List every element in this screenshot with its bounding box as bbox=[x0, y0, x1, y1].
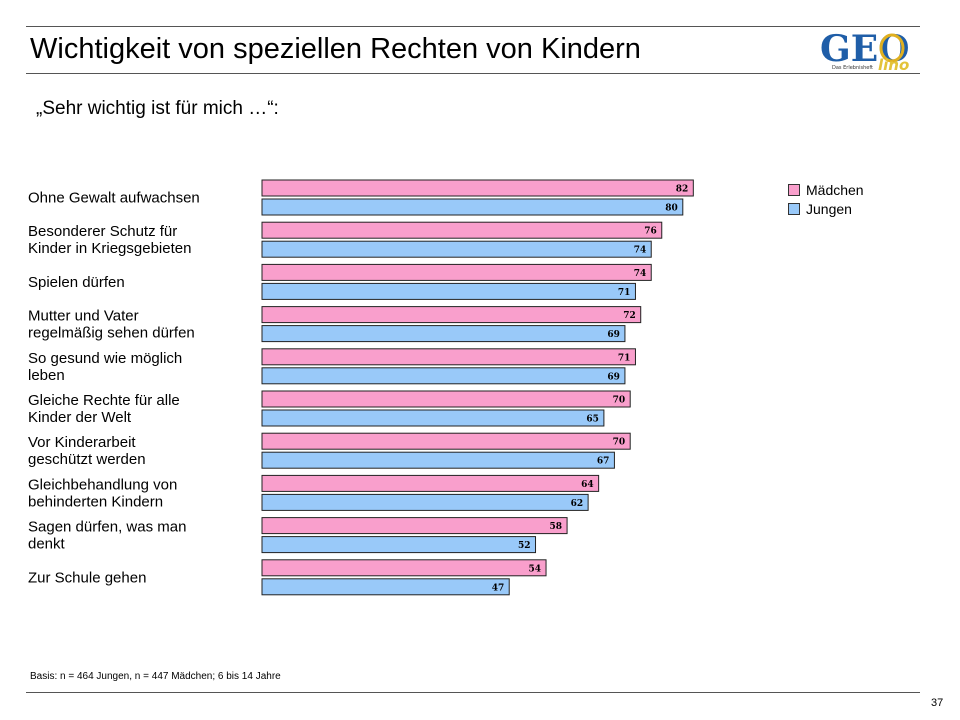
legend-item-maedchen: Mädchen bbox=[788, 180, 864, 199]
bar-maedchen bbox=[261, 432, 631, 450]
category-label: Zur Schule gehen bbox=[28, 569, 146, 586]
bar-jungen bbox=[261, 536, 537, 554]
data-label: 58 bbox=[550, 522, 563, 532]
bar-maedchen bbox=[261, 348, 636, 366]
data-label: 64 bbox=[581, 480, 594, 490]
bottom-rule bbox=[26, 692, 920, 693]
category-label: Besonderer Schutz für Kinder in Kriegsgeb… bbox=[28, 223, 191, 257]
data-label: 74 bbox=[634, 269, 647, 279]
legend-swatch-maedchen bbox=[788, 183, 800, 196]
data-label: 70 bbox=[613, 396, 626, 406]
bar-jungen bbox=[261, 451, 615, 469]
chart-legend: Mädchen Jungen bbox=[788, 180, 864, 218]
title-underline bbox=[26, 73, 920, 74]
category-label: Mutter und Vater regelmäßig sehen dürfen bbox=[28, 308, 195, 342]
data-label: 71 bbox=[618, 288, 631, 298]
bar-maedchen bbox=[261, 179, 694, 197]
category-label: Gleiche Rechte für alle Kinder der Welt bbox=[28, 392, 180, 426]
data-label: 82 bbox=[676, 185, 689, 195]
data-label: 54 bbox=[529, 564, 542, 574]
category-label: Vor Kinderarbeit geschützt werden bbox=[28, 434, 146, 468]
bar-maedchen bbox=[261, 306, 642, 324]
data-label: 72 bbox=[623, 311, 636, 321]
category-label: So gesund wie möglich leben bbox=[28, 350, 182, 384]
geo-lino-logo: GEO lino Das Erlebnisheft bbox=[820, 28, 910, 72]
bar-maedchen bbox=[261, 559, 547, 577]
data-label: 65 bbox=[586, 415, 599, 425]
bar-jungen bbox=[261, 240, 652, 258]
data-label: 52 bbox=[518, 541, 531, 551]
data-label: 74 bbox=[634, 246, 647, 256]
data-label: 47 bbox=[492, 583, 505, 593]
data-label: 80 bbox=[665, 204, 678, 214]
bar-jungen bbox=[261, 578, 510, 596]
bar-maedchen bbox=[261, 390, 631, 408]
data-label: 70 bbox=[613, 438, 626, 448]
bar-jungen bbox=[261, 198, 684, 216]
data-label: 76 bbox=[644, 227, 657, 237]
data-label: 62 bbox=[571, 499, 584, 509]
bar-maedchen bbox=[261, 263, 652, 281]
category-label: Sagen dürfen, was man denkt bbox=[28, 519, 186, 553]
bar-jungen bbox=[261, 367, 626, 385]
legend-swatch-jungen bbox=[788, 202, 800, 215]
category-label: Gleichbehandlung von behinderten Kindern bbox=[28, 476, 177, 510]
category-label: Ohne Gewalt aufwachsen bbox=[28, 190, 200, 207]
data-label: 69 bbox=[607, 372, 620, 382]
category-label: Spielen dürfen bbox=[28, 274, 125, 291]
bar-jungen bbox=[261, 493, 589, 511]
legend-label-maedchen: Mädchen bbox=[806, 181, 864, 198]
bar-maedchen bbox=[261, 517, 568, 535]
bar-maedchen bbox=[261, 474, 600, 492]
data-label: 71 bbox=[618, 353, 631, 363]
data-label: 67 bbox=[597, 457, 610, 467]
data-label: 69 bbox=[607, 330, 620, 340]
bar-maedchen bbox=[261, 221, 663, 239]
page-title: Wichtigkeit von speziellen Rechten von K… bbox=[30, 33, 641, 65]
page-number: 37 bbox=[931, 697, 944, 709]
legend-item-jungen: Jungen bbox=[788, 199, 864, 218]
bar-jungen bbox=[261, 282, 636, 300]
chart-subtitle: „Sehr wichtig ist für mich …“: bbox=[36, 98, 279, 119]
legend-label-jungen: Jungen bbox=[806, 200, 852, 217]
svg-text:Das Erlebnisheft: Das Erlebnisheft bbox=[832, 65, 873, 71]
footnote: Basis: n = 464 Jungen, n = 447 Mädchen; … bbox=[30, 671, 281, 682]
bar-jungen bbox=[261, 409, 605, 427]
bar-jungen bbox=[261, 325, 626, 343]
svg-text:lino: lino bbox=[878, 56, 909, 72]
top-rule bbox=[26, 26, 920, 27]
